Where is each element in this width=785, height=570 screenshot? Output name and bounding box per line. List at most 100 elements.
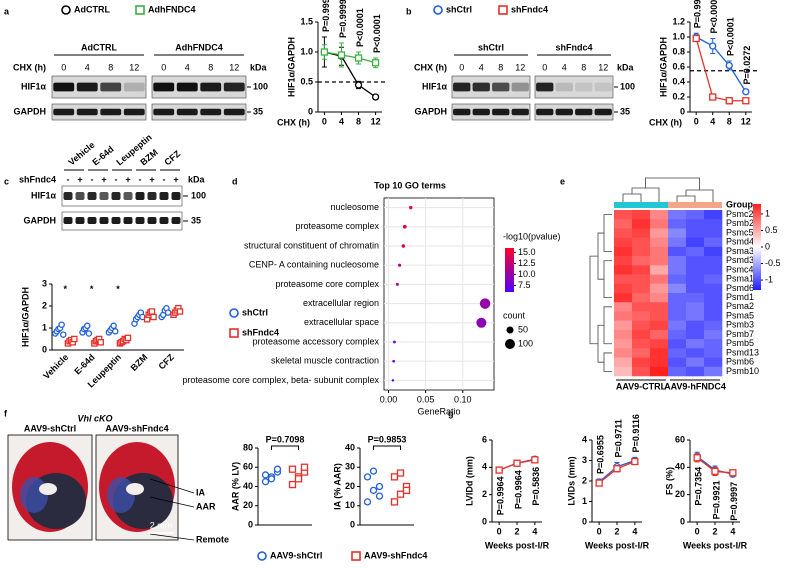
blot-band bbox=[123, 82, 145, 92]
heat-cell bbox=[704, 274, 723, 285]
legend-marker bbox=[351, 551, 361, 561]
heat-cell bbox=[704, 283, 723, 294]
data-point bbox=[148, 308, 156, 315]
data-point bbox=[390, 473, 399, 481]
y-tick-label: 10 bbox=[345, 500, 355, 510]
x-tick-label: 0 bbox=[597, 526, 602, 536]
y-tick-label: 40 bbox=[345, 442, 355, 452]
data-point bbox=[375, 482, 384, 491]
colorbar-tick-label: 12.5 bbox=[518, 258, 536, 268]
blot-band bbox=[159, 192, 169, 200]
x-axis-label: GeneRatio bbox=[417, 406, 460, 416]
blot-band bbox=[171, 217, 181, 224]
y-tick-label: 0.4 bbox=[672, 76, 685, 86]
lane-label: 0 bbox=[61, 62, 66, 72]
blot-unit: kDa bbox=[617, 62, 635, 72]
blot-box bbox=[451, 103, 531, 121]
row-label: Psmc5 bbox=[726, 227, 754, 237]
heat-cell bbox=[686, 357, 705, 368]
blot-marker: 100 bbox=[191, 190, 206, 200]
heat-cell bbox=[632, 228, 651, 238]
p-value: P<0.0001 bbox=[726, 17, 736, 56]
blot-band bbox=[111, 217, 121, 224]
data-point bbox=[725, 61, 733, 70]
row-label: Psmd6 bbox=[726, 283, 754, 293]
heat-cell bbox=[704, 348, 723, 358]
data-point bbox=[273, 465, 282, 473]
blot-box bbox=[51, 75, 147, 99]
blot-row-label: shFndc4 bbox=[19, 174, 56, 184]
p-value: P=0.7354 bbox=[694, 467, 704, 506]
blue-stain bbox=[107, 477, 135, 513]
heat-cell bbox=[686, 283, 705, 294]
lane-sign: + bbox=[149, 174, 154, 184]
row-label: Psma2 bbox=[726, 301, 754, 311]
scale-label: 2 mm bbox=[150, 520, 173, 530]
group-bar bbox=[614, 202, 668, 208]
heat-cell bbox=[614, 320, 633, 331]
data-point bbox=[402, 486, 411, 495]
blot-band bbox=[147, 217, 157, 224]
panel-letter: f bbox=[4, 408, 8, 418]
blot-row-label: HIF1α bbox=[31, 190, 57, 200]
y-axis-label: FS (%) bbox=[664, 467, 674, 495]
data-point bbox=[401, 244, 406, 248]
lane-label: 12 bbox=[515, 62, 525, 72]
heat-cell bbox=[614, 366, 633, 377]
heat-cell bbox=[650, 348, 669, 358]
heat-cell bbox=[668, 274, 687, 285]
y-axis-label: AAR (% LV) bbox=[230, 462, 240, 511]
data-point bbox=[396, 469, 405, 477]
image-title: Vhl cKO bbox=[77, 413, 112, 423]
y-tick-label: 20 bbox=[243, 500, 253, 510]
y-axis-label: IA (% AAR) bbox=[332, 463, 342, 510]
heat-cell bbox=[632, 219, 651, 229]
lane-label: 8 bbox=[208, 62, 213, 72]
data-point bbox=[398, 263, 402, 267]
legend-label: shCtrl bbox=[242, 307, 268, 317]
x-axis-label: Weeks post-I/R bbox=[585, 540, 650, 550]
data-point bbox=[267, 475, 276, 483]
y-axis-label: HIF1α/GAPDH bbox=[286, 37, 296, 97]
category-label: proteasome core complex, beta- subunit c… bbox=[182, 375, 379, 385]
y-tick-label: 3 bbox=[42, 278, 47, 288]
blot-band bbox=[76, 108, 98, 116]
y-axis-label: LVIDs (mm) bbox=[566, 456, 576, 505]
heat-cell bbox=[614, 265, 633, 275]
blot-band bbox=[75, 217, 85, 224]
blot-box bbox=[534, 103, 614, 121]
x-tick-label: 0 bbox=[497, 526, 502, 536]
blot-band bbox=[575, 108, 593, 116]
blot-band bbox=[453, 108, 471, 116]
data-point bbox=[85, 330, 93, 337]
row-label: Psmd1 bbox=[726, 292, 754, 302]
colorbar-tick-label: 0.5 bbox=[765, 225, 778, 235]
heat-cell bbox=[650, 357, 669, 368]
y-tick-label: 0.6 bbox=[672, 61, 685, 71]
data-point bbox=[595, 479, 603, 487]
x-tick-label: 0.05 bbox=[417, 394, 435, 404]
x-tick-label: 2 bbox=[712, 526, 717, 536]
p-value: P=0.5836 bbox=[531, 467, 541, 506]
y-tick-label: 20 bbox=[675, 489, 685, 499]
category-label: extracellular space bbox=[304, 317, 379, 327]
x-axis-label: CHX (h) bbox=[649, 117, 682, 127]
data-point bbox=[97, 339, 104, 346]
row-label: Psmb2 bbox=[726, 218, 754, 228]
x-axis-label: Weeks post-I/R bbox=[485, 540, 550, 550]
legend-label: AAV9-shFndc4 bbox=[364, 550, 427, 560]
blot-band bbox=[492, 108, 510, 116]
significance: * bbox=[63, 284, 67, 294]
blot-unit: kDa bbox=[250, 62, 268, 72]
blot-group-label: AdCTRL bbox=[81, 42, 117, 52]
heat-cell bbox=[632, 311, 651, 321]
lane-label: 4 bbox=[185, 62, 190, 72]
x-tick-label: 12 bbox=[741, 116, 751, 126]
y-tick-label: 3 bbox=[582, 455, 587, 465]
region-pointer bbox=[149, 478, 195, 494]
legend-marker bbox=[257, 551, 267, 561]
heat-cell bbox=[614, 329, 633, 340]
y-tick-label: 0 bbox=[248, 519, 253, 529]
